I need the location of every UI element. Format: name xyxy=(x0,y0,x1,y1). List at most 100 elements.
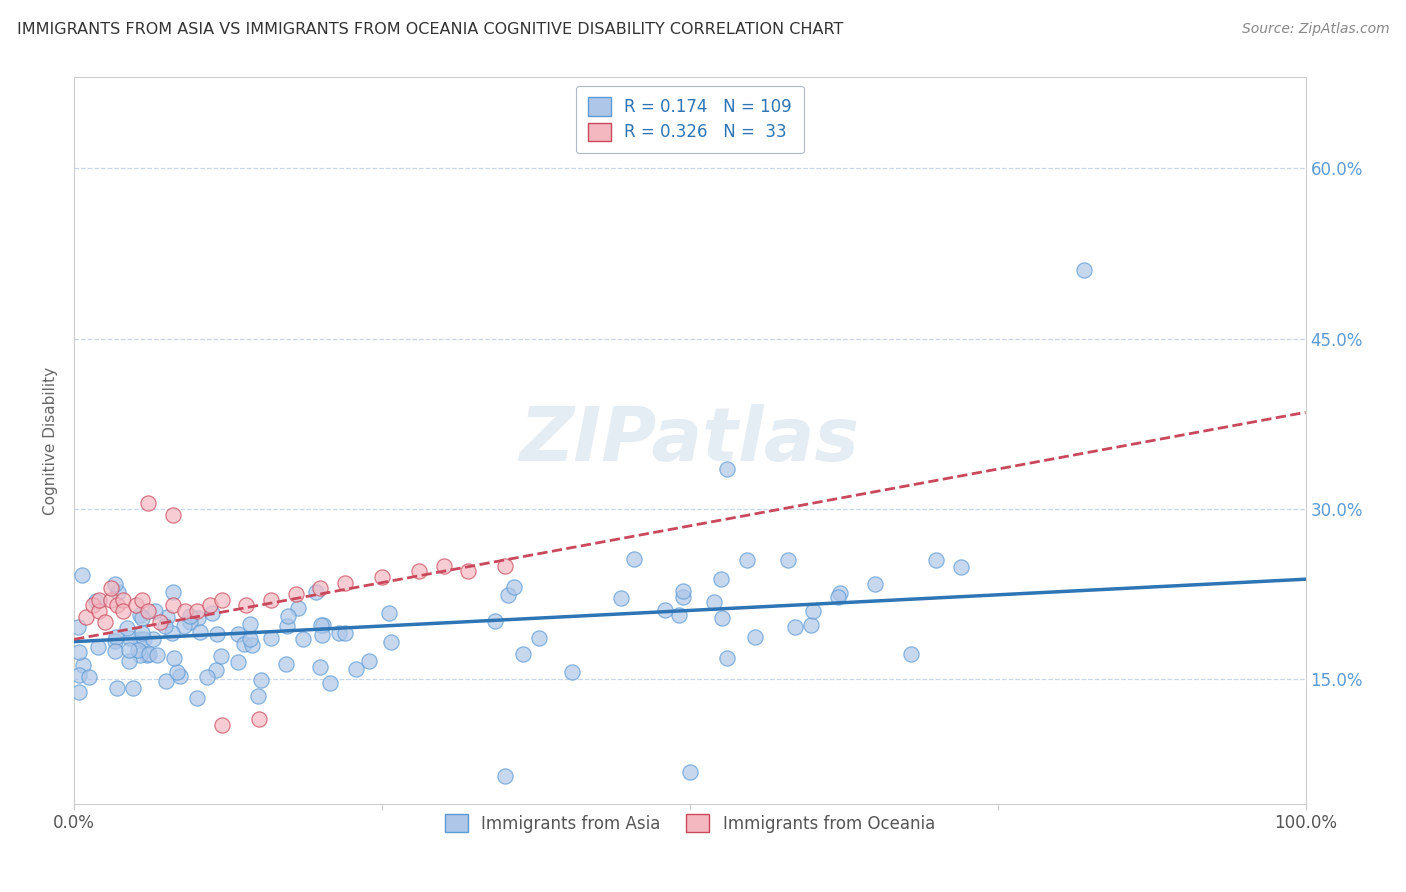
Point xyxy=(900,648,922,662)
Point xyxy=(131,626,153,640)
Point xyxy=(67,645,90,659)
Point xyxy=(135,648,157,662)
Point xyxy=(156,610,179,624)
Point xyxy=(155,673,177,688)
Point xyxy=(703,595,725,609)
Point xyxy=(100,592,122,607)
Point xyxy=(162,599,184,613)
Point xyxy=(305,585,328,599)
Point xyxy=(145,648,167,663)
Point xyxy=(186,690,208,705)
Point xyxy=(503,580,526,594)
Point xyxy=(333,575,356,590)
Point xyxy=(186,604,208,618)
Point xyxy=(131,592,153,607)
Point xyxy=(328,626,350,640)
Point xyxy=(142,632,165,647)
Point xyxy=(149,615,172,630)
Point xyxy=(86,594,108,608)
Point xyxy=(162,585,184,599)
Text: Source: ZipAtlas.com: Source: ZipAtlas.com xyxy=(1241,22,1389,37)
Point xyxy=(160,626,183,640)
Point xyxy=(309,582,332,596)
Point xyxy=(163,651,186,665)
Y-axis label: Cognitive Disability: Cognitive Disability xyxy=(44,367,58,515)
Point xyxy=(716,462,738,476)
Point xyxy=(87,604,110,618)
Point xyxy=(949,560,972,574)
Point xyxy=(371,570,394,584)
Point xyxy=(112,592,135,607)
Point xyxy=(250,673,273,687)
Point xyxy=(100,582,122,596)
Point xyxy=(104,631,127,645)
Point xyxy=(277,609,299,624)
Point xyxy=(827,591,849,605)
Point xyxy=(70,567,93,582)
Point xyxy=(863,577,886,591)
Point xyxy=(716,651,738,665)
Point xyxy=(457,564,479,578)
Point xyxy=(118,632,141,646)
Point xyxy=(128,608,150,623)
Point xyxy=(72,658,94,673)
Point xyxy=(209,649,232,664)
Point xyxy=(672,590,695,604)
Point xyxy=(94,615,117,630)
Point xyxy=(104,576,127,591)
Point xyxy=(117,643,139,657)
Point xyxy=(198,599,221,613)
Point xyxy=(333,625,356,640)
Text: ZIPatlas: ZIPatlas xyxy=(520,404,860,477)
Point xyxy=(654,603,676,617)
Point xyxy=(319,675,342,690)
Point xyxy=(744,631,766,645)
Point xyxy=(239,632,262,647)
Point xyxy=(247,712,270,726)
Point xyxy=(211,717,233,731)
Point xyxy=(82,599,104,613)
Point xyxy=(380,634,402,648)
Point xyxy=(131,610,153,624)
Point xyxy=(561,665,583,679)
Point xyxy=(118,654,141,668)
Point xyxy=(226,655,249,669)
Point xyxy=(87,640,110,654)
Point xyxy=(512,647,534,661)
Point xyxy=(494,558,516,573)
Point xyxy=(710,611,733,625)
Point xyxy=(1073,263,1095,277)
Point xyxy=(186,611,208,625)
Point xyxy=(104,634,127,648)
Point xyxy=(494,769,516,783)
Point xyxy=(260,632,283,646)
Point xyxy=(67,667,90,681)
Point xyxy=(247,689,270,703)
Legend: R = 0.174   N = 109, R = 0.326   N =  33: R = 0.174 N = 109, R = 0.326 N = 33 xyxy=(576,86,804,153)
Point xyxy=(179,609,201,624)
Point xyxy=(129,632,152,646)
Point xyxy=(778,553,800,567)
Point xyxy=(162,508,184,522)
Point xyxy=(235,599,257,613)
Point xyxy=(274,657,297,671)
Point xyxy=(107,585,129,599)
Point xyxy=(195,670,218,684)
Point xyxy=(484,614,506,628)
Point xyxy=(138,648,160,662)
Point xyxy=(188,624,211,639)
Point xyxy=(166,665,188,679)
Point xyxy=(104,643,127,657)
Point xyxy=(129,648,152,662)
Point xyxy=(284,587,307,601)
Point xyxy=(124,599,146,613)
Point xyxy=(357,654,380,668)
Point xyxy=(121,681,143,695)
Point xyxy=(143,604,166,618)
Text: IMMIGRANTS FROM ASIA VS IMMIGRANTS FROM OCEANIA COGNITIVE DISABILITY CORRELATION: IMMIGRANTS FROM ASIA VS IMMIGRANTS FROM … xyxy=(17,22,844,37)
Point xyxy=(136,604,159,618)
Point xyxy=(136,496,159,510)
Point xyxy=(291,632,314,646)
Point xyxy=(785,620,807,634)
Point xyxy=(174,604,197,618)
